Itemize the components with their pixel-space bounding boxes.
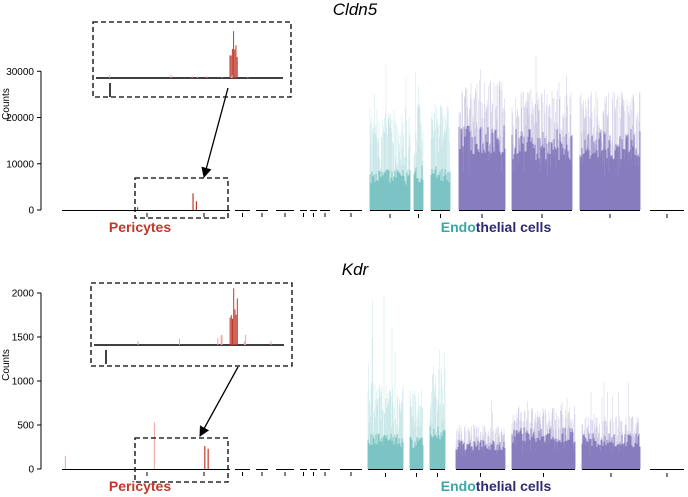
chart-title: Cldn5 xyxy=(333,0,378,19)
group-label-endothelial: Endothelial cells xyxy=(441,478,552,494)
endothelial-cluster xyxy=(458,69,506,210)
group-label-thelial-part: thelial cells xyxy=(476,478,552,494)
endothelial-cluster xyxy=(367,297,404,469)
endothelial-cluster xyxy=(429,349,446,469)
endothelial-cluster xyxy=(511,56,573,210)
panel-kdr: Kdr Counts 0 500 1000 1500 2000 Pericytes En… xyxy=(1,260,684,494)
y-tick-label: 30000 xyxy=(6,67,34,78)
inset-frame xyxy=(92,21,292,98)
endothelial-cluster xyxy=(430,103,451,210)
y-axis: 0 10000 20000 30000 xyxy=(6,67,42,217)
endothelial-cluster xyxy=(369,64,411,210)
group-label-pericytes: Pericytes xyxy=(109,478,171,494)
y-tick-label: 10000 xyxy=(6,159,34,170)
y-tick-label: 0 xyxy=(28,206,34,217)
group-label-pericytes: Pericytes xyxy=(109,219,171,235)
y-tick-label: 2000 xyxy=(12,289,35,300)
endothelial-cluster xyxy=(455,399,506,469)
bar-series xyxy=(64,297,641,469)
bar-series xyxy=(137,56,641,210)
endothelial-cluster xyxy=(413,72,424,210)
endothelial-cluster xyxy=(579,91,641,210)
zoom-region xyxy=(134,437,229,483)
y-axis: 0 500 1000 1500 2000 xyxy=(12,289,42,476)
y-axis-label: Counts xyxy=(1,349,12,381)
inset-zoom xyxy=(90,282,293,483)
y-tick-label: 1000 xyxy=(12,377,35,388)
inset-zoom xyxy=(92,21,292,219)
zoom-arrow xyxy=(201,87,229,179)
y-axis-label: Counts xyxy=(1,88,12,120)
zoom-region xyxy=(134,177,229,219)
y-tick-label: 500 xyxy=(17,421,34,432)
y-tick-label: 20000 xyxy=(6,113,34,124)
x-baseline xyxy=(62,469,684,477)
endothelial-cluster xyxy=(581,382,641,469)
endothelial-cluster xyxy=(409,390,424,469)
inset-frame xyxy=(90,282,293,367)
group-label-endo-part: Endo xyxy=(441,478,476,494)
x-baseline xyxy=(62,210,684,218)
y-tick-label: 0 xyxy=(28,465,34,476)
zoom-arrow xyxy=(199,366,239,437)
group-label-endothelial: Endothelial cells xyxy=(441,219,552,235)
endothelial-cluster xyxy=(511,398,576,469)
y-tick-label: 1500 xyxy=(12,333,35,344)
chart-title: Kdr xyxy=(342,260,370,279)
group-label-endo-part: Endo xyxy=(441,219,476,235)
group-label-thelial-part: thelial cells xyxy=(476,219,552,235)
